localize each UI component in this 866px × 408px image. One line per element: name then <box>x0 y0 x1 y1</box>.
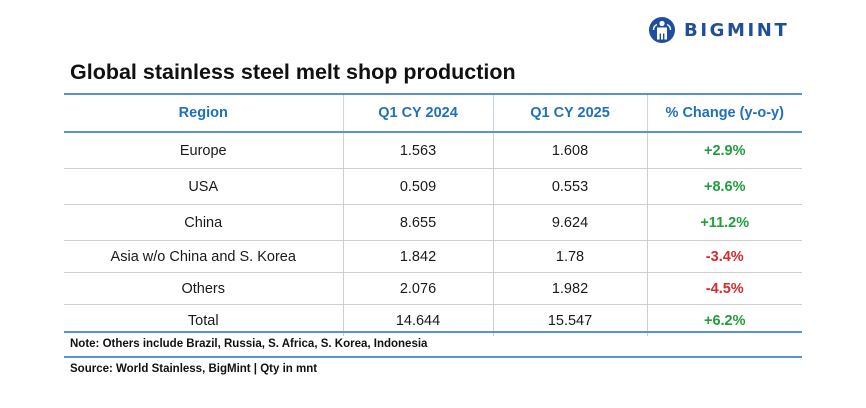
production-table: Region Q1 CY 2024 Q1 CY 2025 % Change (y… <box>64 93 802 336</box>
cell-q1-2024: 1.563 <box>342 132 493 169</box>
page-title: Global stainless steel melt shop product… <box>70 60 516 84</box>
cell-change: +2.9% <box>646 132 802 169</box>
cell-region: Total <box>187 312 219 329</box>
cell-q1-2025: 1.78 <box>492 240 647 273</box>
header-region: Region <box>64 93 343 133</box>
table-row: Others 2.076 1.982 -4.5% <box>64 272 802 305</box>
bigmint-logo: BIGMINT <box>648 14 789 46</box>
cell-change: -3.4% <box>646 240 802 273</box>
cell-q1-2025: 0.553 <box>492 168 647 205</box>
cell-q1-2024: 8.655 <box>342 204 493 241</box>
cell-q1-2024: 0.509 <box>342 168 493 205</box>
divider <box>64 356 802 358</box>
divider <box>64 331 802 333</box>
cell-q1-2025: 1.982 <box>492 272 647 305</box>
cell-change: +6.2% <box>646 304 802 336</box>
header-q1-2025: Q1 CY 2025 <box>492 93 647 133</box>
cell-q1-2024: 2.076 <box>342 272 493 305</box>
cell-change: +8.6% <box>646 168 802 205</box>
table-row: China 8.655 9.624 +11.2% <box>64 204 802 241</box>
cell-q1-2024: 1.842 <box>342 240 493 273</box>
table-row: Asia w/o China and S. Korea 1.842 1.78 -… <box>64 240 802 273</box>
table-note: Note: Others include Brazil, Russia, S. … <box>70 338 428 350</box>
cell-change: -4.5% <box>646 272 802 305</box>
source-note: Source: World Stainless, BigMint | Qty i… <box>70 363 318 375</box>
table-row-total: Total 14.644 15.547 +6.2% <box>64 304 802 336</box>
cell-change: +11.2% <box>646 204 802 241</box>
table-header-row: Region Q1 CY 2024 Q1 CY 2025 % Change (y… <box>64 93 802 133</box>
header-q1-2024: Q1 CY 2024 <box>342 93 493 133</box>
cell-region: Asia w/o China and S. Korea <box>64 240 343 273</box>
cell-region: Europe <box>64 132 343 169</box>
header-change: % Change (y-o-y) <box>646 93 802 133</box>
table-row: Europe 1.563 1.608 +2.9% <box>64 132 802 169</box>
table-row: USA 0.509 0.553 +8.6% <box>64 168 802 205</box>
cell-q1-2025: 15.547 <box>492 304 647 336</box>
bigmint-logo-icon <box>649 17 675 43</box>
cell-region: Others <box>64 272 343 305</box>
cell-q1-2025: 9.624 <box>492 204 647 241</box>
cell-q1-2024: 14.644 <box>342 304 493 336</box>
brand-name: BIGMINT <box>684 19 790 41</box>
cell-region: China <box>64 204 343 241</box>
cell-q1-2025: 1.608 <box>492 132 647 169</box>
cell-region: USA <box>64 168 343 205</box>
